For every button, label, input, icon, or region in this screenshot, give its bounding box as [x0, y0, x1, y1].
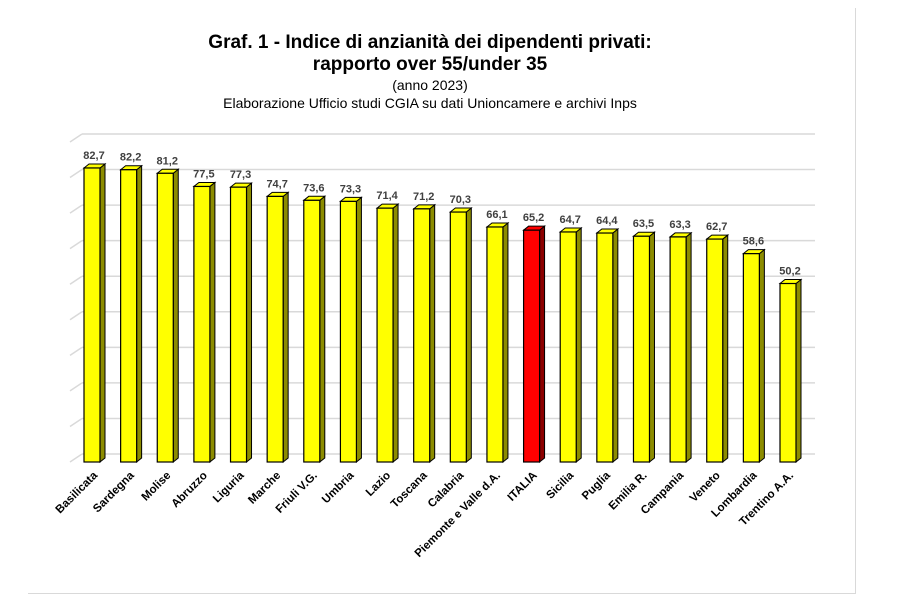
category-label: Puglia	[580, 469, 613, 502]
bar-side	[502, 221, 509, 464]
data-label: 63,3	[669, 219, 690, 231]
bar-Sicilia	[559, 231, 577, 463]
data-label: 66,1	[486, 209, 507, 221]
category-label: Marche	[246, 470, 283, 507]
bar-side	[612, 227, 619, 464]
category-label: Liguria	[211, 469, 247, 505]
bar-side	[319, 195, 326, 464]
bar-Molise	[156, 172, 174, 463]
data-label: 62,7	[706, 221, 727, 233]
bar-side	[429, 203, 436, 464]
bar-Campania	[669, 236, 687, 463]
data-label: 77,5	[193, 168, 214, 180]
gridline-depth	[69, 346, 83, 356]
bar-side	[99, 162, 106, 464]
bar-side	[795, 278, 802, 464]
bar-Trentino A.A.	[779, 282, 797, 463]
chart-title: Graf. 1 - Indice di anzianità dei dipend…	[208, 32, 652, 53]
bar-side	[685, 231, 692, 464]
gridline-depth	[69, 275, 83, 285]
category-label: Toscana	[389, 469, 430, 510]
chart-title-line2: rapporto over 55/under 35	[312, 54, 548, 75]
gridline-depth	[69, 311, 83, 321]
gridline-depth	[69, 417, 83, 428]
data-label: 50,2	[779, 266, 800, 278]
bar-side	[465, 207, 472, 464]
gridline-depth	[69, 382, 83, 392]
bar-Lombardia	[742, 253, 760, 463]
category-label: Abruzzo	[169, 470, 210, 511]
gridline-depth	[69, 204, 83, 214]
bar-side	[648, 231, 655, 464]
bar-side	[392, 203, 399, 464]
bar-Umbria	[339, 200, 358, 463]
category-label: Molise	[140, 470, 174, 504]
data-label: 63,5	[633, 218, 654, 230]
data-label: 73,3	[340, 183, 361, 195]
bar-Piemonte e Valle d.A.	[486, 226, 504, 463]
bar-side	[355, 196, 362, 464]
bar-Puglia	[596, 232, 614, 463]
gridline-depth	[69, 453, 83, 463]
bar-Toscana	[413, 208, 431, 463]
data-label: 74,7	[266, 178, 287, 190]
data-label: 70,3	[450, 194, 471, 206]
category-label: Sicilia	[544, 469, 576, 501]
bar-Marche	[266, 195, 284, 463]
gridline-depth	[69, 133, 83, 143]
bar-side	[722, 234, 729, 464]
bar-Calabria	[449, 211, 467, 463]
bar-ITALIA	[522, 229, 541, 463]
bar-side	[209, 181, 216, 464]
data-label: 82,7	[83, 150, 104, 162]
category-label: Veneto	[688, 470, 723, 505]
bar-side	[172, 168, 179, 464]
chart-source: Elaborazione Ufficio studi CGIA su dati …	[223, 95, 637, 111]
bar-side	[539, 225, 546, 464]
chart-subtitle: (anno 2023)	[392, 77, 468, 93]
data-label: 64,7	[559, 214, 580, 226]
bar-Emilia R.	[632, 235, 651, 463]
chart-border	[28, 8, 856, 594]
data-label: 64,4	[596, 215, 618, 227]
bar-side	[758, 248, 765, 464]
bar-Friuli V.G.	[303, 199, 321, 463]
bar-side	[136, 164, 143, 464]
bar-side	[246, 182, 253, 464]
data-label: 65,2	[523, 212, 544, 224]
data-label: 58,6	[743, 236, 764, 248]
category-label: Lazio	[364, 470, 393, 499]
data-label: 82,2	[120, 152, 141, 164]
data-label: 81,2	[157, 155, 178, 167]
bar-Abruzzo	[193, 185, 211, 463]
bar-Sardegna	[120, 169, 138, 463]
bar-Lazio	[376, 207, 394, 463]
category-label: Umbria	[320, 469, 357, 506]
data-label: 73,6	[303, 182, 324, 194]
bar-Basilicata	[83, 167, 101, 463]
data-label: 71,2	[413, 191, 434, 203]
bar-Liguria	[229, 186, 248, 463]
gridline-depth	[69, 168, 83, 179]
gridline-depth	[69, 240, 83, 250]
category-label: ITALIA	[506, 470, 540, 504]
bar-side	[282, 191, 289, 464]
bar-Veneto	[706, 238, 724, 463]
data-label: 77,3	[230, 169, 251, 181]
data-label: 71,4	[376, 190, 398, 202]
bar-side	[575, 226, 582, 464]
